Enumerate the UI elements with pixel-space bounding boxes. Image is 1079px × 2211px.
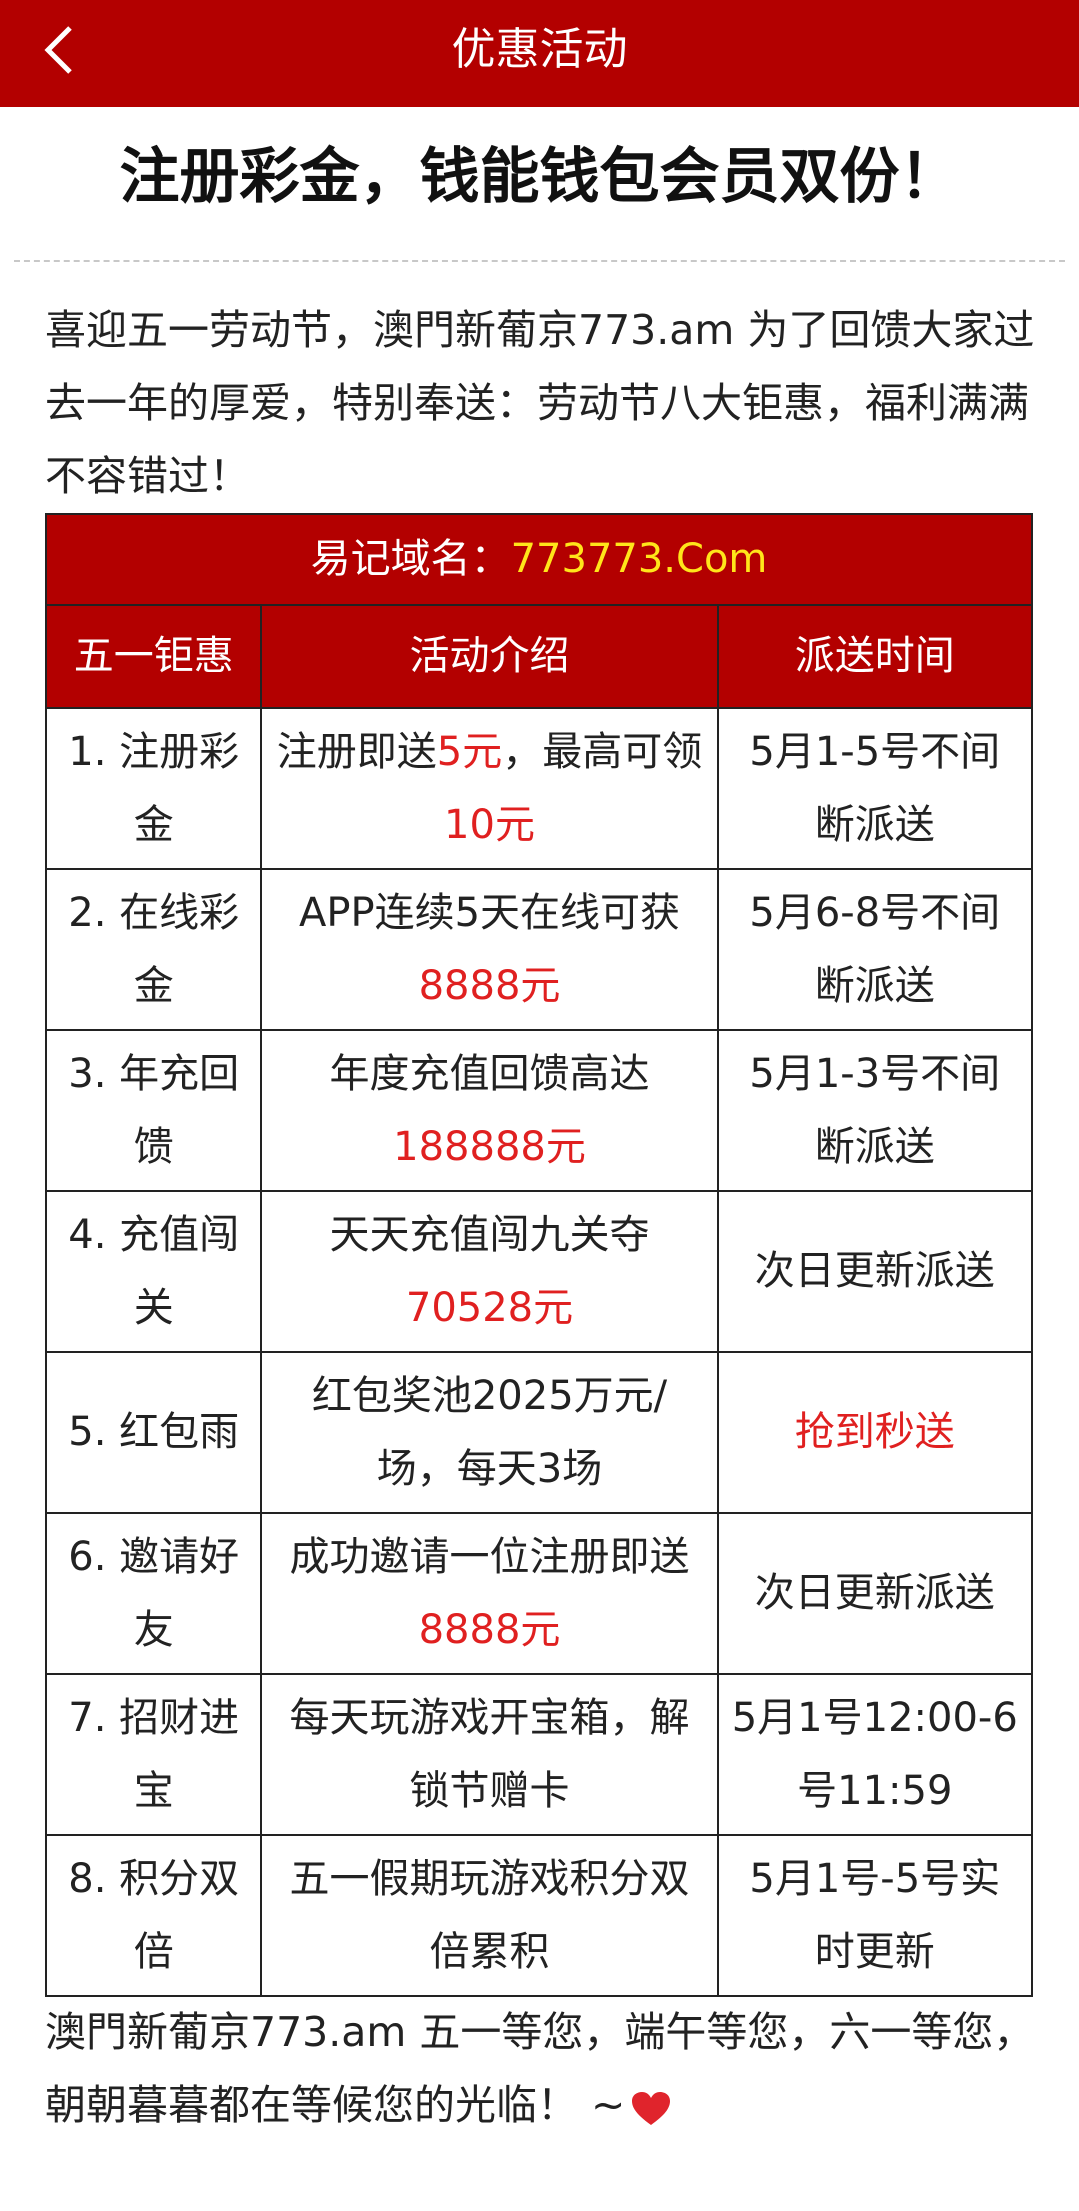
text-segment: ，最高可领 — [502, 728, 703, 775]
text-segment: 5月1-5号不间断派送 — [749, 728, 1001, 848]
table-row: 3. 年充回馈 年度充值回馈高达 188888元 5月1-3号不间断派送 — [44, 1029, 1034, 1192]
text-segment: 5. 红包雨 — [68, 1409, 240, 1455]
text-segment: 188888元 — [393, 1123, 586, 1170]
table-cell: 5月1号12:00-6号11:59 — [716, 1673, 1034, 1836]
column-header: 五一钜惠 — [44, 604, 263, 709]
text-segment: 1. 注册彩金 — [68, 728, 240, 848]
table-cell: 次日更新派送 — [716, 1190, 1034, 1353]
text-segment: 5月1号-5号实时更新 — [749, 1855, 1001, 1975]
table-cell: 红包奖池2025万元/场，每天3场 — [260, 1351, 719, 1514]
table-row: 8. 积分双倍 五一假期玩游戏积分双倍累积 5月1号-5号实时更新 — [44, 1834, 1034, 1997]
text-segment: 70528元 — [405, 1284, 574, 1331]
intro-text: 喜迎五一劳动节，澳門新葡京773.am 为了回馈大家过去一年的厚爱，特别奉送：劳… — [45, 306, 1035, 500]
page-title: 优惠活动 — [451, 24, 628, 75]
table-cell: 7. 招财进宝 — [44, 1673, 263, 1836]
headline: 注册彩金，钱能钱包会员双份！ — [119, 142, 960, 212]
table-cell: 8. 积分双倍 — [44, 1834, 263, 1997]
text-segment: 年度充值回馈高达 — [329, 1050, 650, 1097]
text-segment: 易记域名： — [310, 536, 511, 582]
table-cell: APP连续5天在线可获 8888元 — [260, 868, 719, 1031]
text-segment: 次日更新派送 — [754, 1570, 995, 1616]
text-segment: 8888元 — [418, 1606, 561, 1653]
text-segment: 4. 充值闯关 — [68, 1211, 240, 1331]
table-cell: 每天玩游戏开宝箱，解锁节赠卡 — [260, 1673, 719, 1836]
text-segment: 成功邀请一位注册即送 — [289, 1533, 690, 1580]
text-segment: 3. 年充回馈 — [68, 1050, 240, 1170]
text-segment: 5月1号12:00-6号11:59 — [731, 1694, 1018, 1814]
table-row: 5. 红包雨 红包奖池2025万元/场，每天3场 抢到秒送 — [44, 1351, 1034, 1514]
footer-text: 澳門新葡京773.am 五一等您，端午等您，六一等您，朝朝暮暮都在等候您的光临！… — [45, 1996, 1035, 2142]
text-segment: 8888元 — [418, 962, 561, 1009]
table-cell: 天天充值闯九关夺 70528元 — [260, 1190, 719, 1353]
table-row: 2. 在线彩金 APP连续5天在线可获 8888元 5月6-8号不间断派送 — [44, 868, 1034, 1031]
text-segment: 7. 招财进宝 — [68, 1694, 240, 1814]
heart-icon — [632, 2092, 671, 2125]
table-cell: 6. 邀请好友 — [44, 1512, 263, 1675]
text-segment: 抢到秒送 — [794, 1409, 955, 1455]
header-row: 五一钜惠 活动介绍 派送时间 — [44, 604, 1034, 709]
text-segment: 天天充值闯九关夺 — [329, 1211, 650, 1258]
table-row: 1. 注册彩金 注册即送5元，最高可领 10元 5月1-5号不间断派送 — [44, 707, 1034, 870]
table-cell: 5月1号-5号实时更新 — [716, 1834, 1034, 1997]
table-row: 7. 招财进宝 每天玩游戏开宝箱，解锁节赠卡 5月1号12:00-6号11:59 — [44, 1673, 1034, 1836]
table-cell: 注册即送5元，最高可领 10元 — [260, 707, 719, 870]
table-cell: 次日更新派送 — [716, 1512, 1034, 1675]
text-segment: 2. 在线彩金 — [68, 889, 240, 1009]
column-header: 活动介绍 — [260, 604, 719, 709]
table-row: 6. 邀请好友 成功邀请一位注册即送 8888元 次日更新派送 — [44, 1512, 1034, 1675]
table-cell: 成功邀请一位注册即送 8888元 — [260, 1512, 719, 1675]
text-segment: 6. 邀请好友 — [68, 1533, 240, 1653]
table-body: 1. 注册彩金 注册即送5元，最高可领10元 5月1-5号不间断派送 2. 在线彩金 A… — [44, 707, 1034, 1997]
column-header: 派送时间 — [716, 604, 1034, 709]
top-bar: 优惠活动 — [0, 0, 1079, 107]
text-segment: 五一假期玩游戏积分双倍累积 — [289, 1855, 690, 1975]
table-cell: 1. 注册彩金 — [44, 707, 263, 870]
table-caption: 易记域名：773773.Com — [45, 513, 1033, 606]
table-cell: 5月1-3号不间断派送 — [716, 1029, 1034, 1192]
text-segment: 红包奖池2025万元/场，每天3场 — [311, 1372, 668, 1492]
text-segment: 5元 — [436, 728, 503, 775]
table-cell: 5. 红包雨 — [44, 1351, 263, 1514]
caption-row: 易记域名：773773.Com — [45, 513, 1033, 606]
divider — [14, 260, 1065, 262]
text-segment: 5月1-3号不间断派送 — [749, 1050, 1001, 1170]
text-segment: APP连续5天在线可获 — [298, 889, 681, 936]
table-cell: 5月1-5号不间断派送 — [716, 707, 1034, 870]
text-segment: 次日更新派送 — [754, 1248, 995, 1294]
table-cell: 年度充值回馈高达 188888元 — [260, 1029, 719, 1192]
table-cell: 抢到秒送 — [716, 1351, 1034, 1514]
table-cell: 五一假期玩游戏积分双倍累积 — [260, 1834, 719, 1997]
text-segment: 8. 积分双倍 — [68, 1855, 240, 1975]
footer-line: 澳門新葡京773.am 五一等您，端午等您，六一等您，朝朝暮暮都在等候您的光临！… — [45, 2008, 1035, 2129]
text-segment: 注册即送 — [276, 728, 437, 775]
table-cell: 3. 年充回馈 — [44, 1029, 263, 1192]
table-cell: 5月6-8号不间断派送 — [716, 868, 1034, 1031]
promo-table: 易记域名：773773.Com 五一钜惠 活动介绍 派送时间 1. 注册彩金 注册即送… — [44, 513, 1034, 1997]
table-cell: 2. 在线彩金 — [44, 868, 263, 1031]
back-button[interactable] — [40, 24, 76, 76]
table-cell: 4. 充值闯关 — [44, 1190, 263, 1353]
table-row: 4. 充值闯关 天天充值闯九关夺 70528元 次日更新派送 — [44, 1190, 1034, 1353]
text-segment: 每天玩游戏开宝箱，解锁节赠卡 — [289, 1694, 690, 1814]
text-segment: 5月6-8号不间断派送 — [749, 889, 1001, 1009]
text-segment: 10元 — [444, 801, 535, 848]
text-segment: 773773.Com — [510, 536, 768, 582]
